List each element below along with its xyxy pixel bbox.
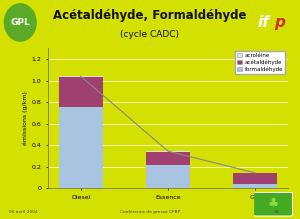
Bar [59, 76, 103, 77]
Text: GPL: GPL [11, 18, 30, 27]
Text: Conférence de presse CFBP: Conférence de presse CFBP [120, 210, 180, 214]
Legend: acroléine, acétaldéhyde, formaldéhyde: acroléine, acétaldéhyde, formaldéhyde [235, 51, 285, 74]
FancyBboxPatch shape [254, 192, 292, 216]
Text: p: p [274, 15, 285, 30]
Bar [233, 173, 277, 184]
Text: ♣: ♣ [267, 197, 279, 210]
Bar [59, 108, 103, 188]
Circle shape [4, 4, 36, 41]
Bar [146, 152, 190, 165]
Bar [233, 184, 277, 188]
Bar [59, 77, 103, 108]
Bar [146, 151, 190, 152]
Text: 06 avril 2004: 06 avril 2004 [9, 210, 38, 214]
Text: 34: 34 [274, 210, 279, 214]
Text: (cycle CADC): (cycle CADC) [121, 30, 179, 39]
Y-axis label: émissions (g/km): émissions (g/km) [23, 91, 28, 145]
Bar [146, 165, 190, 188]
Text: Acétaldéhyde, Formaldéhyde: Acétaldéhyde, Formaldéhyde [53, 9, 247, 22]
Text: if: if [257, 15, 269, 30]
